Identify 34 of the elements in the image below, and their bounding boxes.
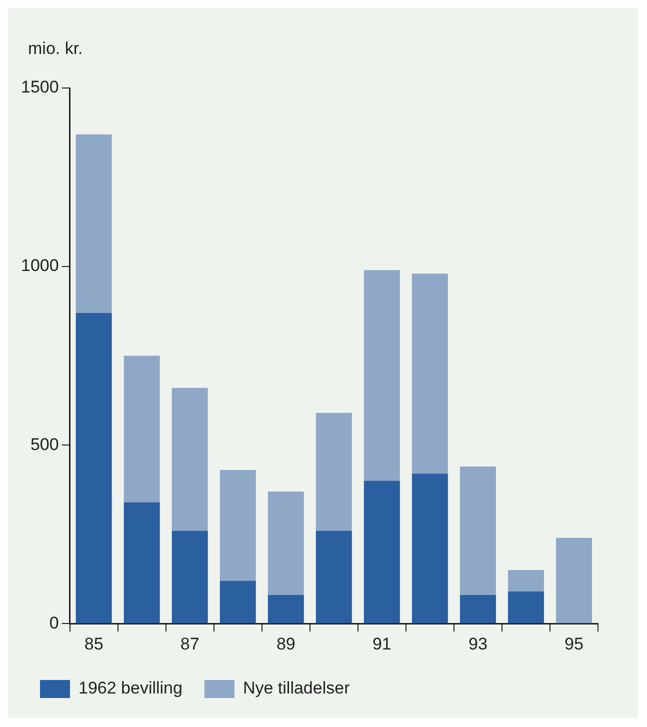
x-tick-label: 91 [372, 634, 392, 654]
x-tick-label: 85 [84, 634, 104, 654]
bar [268, 491, 304, 596]
x-tick-label: 87 [180, 634, 200, 654]
bar [172, 530, 208, 624]
x-tick-label: 93 [468, 634, 488, 654]
bar [220, 470, 256, 581]
bar [364, 480, 400, 624]
bar [76, 134, 112, 313]
y-tick-label: 500 [30, 434, 59, 454]
y-tick-label: 1500 [20, 78, 59, 97]
y-tick-label: 1000 [20, 256, 59, 276]
bar [412, 474, 448, 624]
bar [124, 502, 160, 624]
bar [556, 538, 592, 624]
bar [316, 412, 352, 531]
legend-label: Nye tilladelser [242, 678, 350, 698]
bar [460, 466, 496, 596]
bar [412, 274, 448, 474]
y-axis-title: mio. kr. [28, 39, 83, 58]
bar [220, 580, 256, 624]
bar [508, 570, 544, 592]
x-tick-label: 89 [276, 634, 296, 654]
x-tick-label: 95 [564, 634, 584, 654]
y-tick-label: 0 [49, 613, 59, 632]
bar [76, 312, 112, 624]
bar [172, 388, 208, 531]
bar [460, 595, 496, 624]
legend-label: 1962 bevilling [78, 678, 182, 698]
bar [124, 356, 160, 502]
bar [364, 270, 400, 481]
bar [508, 591, 544, 624]
bar [268, 595, 304, 624]
bar [316, 530, 352, 624]
